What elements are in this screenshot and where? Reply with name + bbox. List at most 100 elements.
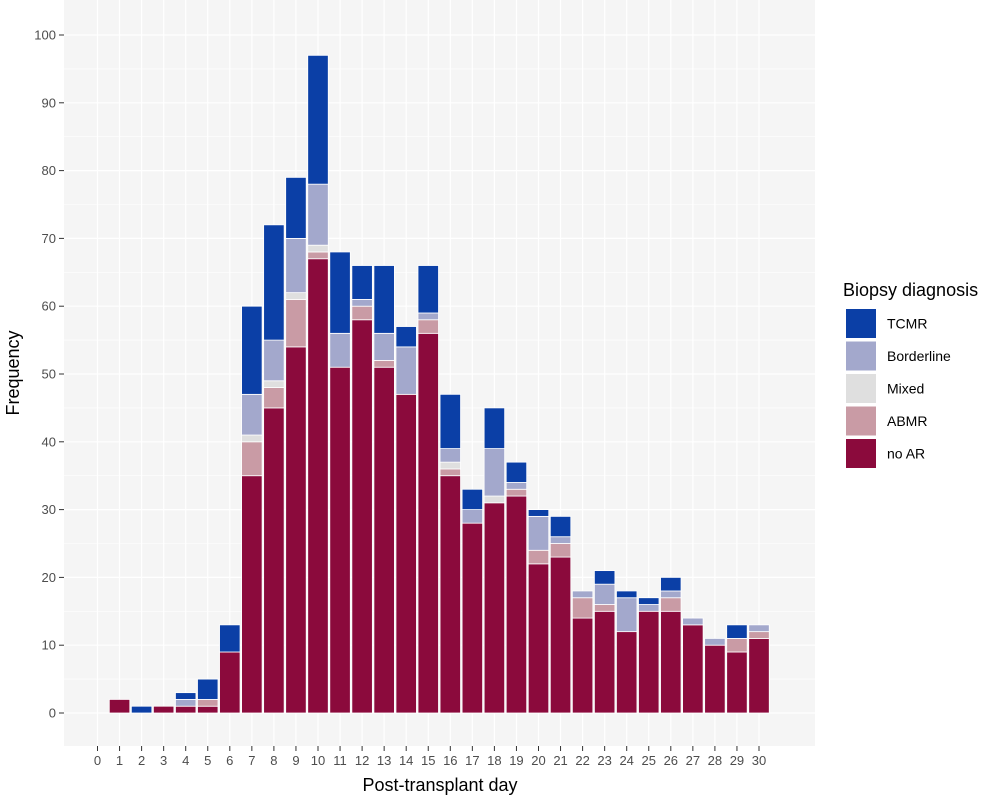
bar-segment-no-ar [704,644,726,714]
y-tick-label: 50 [42,367,56,382]
bar-segment-borderline [660,590,682,599]
bar-segment-borderline [461,509,484,524]
legend-label: Borderline [887,348,951,364]
legend-label: Mixed [887,381,924,397]
legend-key-mixed [846,374,876,403]
bar-segment-borderline [594,583,616,605]
bar-segment-tcmr [549,515,572,538]
x-tick-label: 21 [553,753,567,768]
bar-segment-abmr [307,251,329,260]
y-tick-label: 90 [42,95,56,110]
bar-segment-tcmr [307,54,329,185]
bar-segment-no-ar [616,631,638,714]
bar-segment-no-ar [395,393,417,714]
bar-segment-borderline [241,393,263,436]
x-tick-label: 5 [204,753,211,768]
x-tick-label: 28 [708,753,722,768]
legend: Biopsy diagnosis TCMR Borderline Mixed ABMR… [843,280,978,468]
bar-segment-mixed [483,495,506,504]
bar-segment-mixed [307,244,329,253]
x-tick-label: 29 [730,753,744,768]
legend-label: no AR [887,446,925,462]
bar-segment-borderline [748,624,770,633]
bar-segment-no-ar [439,475,461,714]
bar-segment-abmr [351,305,373,321]
bar-segment-tcmr [439,393,461,449]
legend-key-tcmr [846,309,876,338]
bar-segment-tcmr [219,624,241,653]
x-axis: 0 1 2 3 4 5 6 7 8 9 10 11 12 13 14 15 16 17 18 19 20 21 22 23 24… [94,746,766,768]
bar-segment-no-ar [263,407,285,714]
legend-key-no-ar [846,439,876,468]
y-tick-label: 10 [42,638,56,653]
bar-segment-no-ar [373,366,395,714]
y-tick-label: 20 [42,570,56,585]
bar-segment-abmr [241,441,263,477]
x-tick-label: 10 [311,753,325,768]
bar-segment-borderline [307,183,329,246]
x-tick-label: 27 [686,753,700,768]
bar-segment-borderline [351,299,373,307]
bar-segment-tcmr [726,624,748,639]
bar-segment-mixed [285,292,307,300]
x-tick-label: 17 [465,753,479,768]
x-tick-label: 9 [292,753,299,768]
x-tick-label: 14 [399,753,413,768]
bar-segment-no-ar [483,502,506,714]
bar-segment-abmr [726,638,748,653]
bar-segment-no-ar [285,346,307,714]
y-tick-label: 30 [42,502,56,517]
bar-segment-borderline [373,332,395,361]
bar-segment-no-ar [461,522,484,714]
legend-title: Biopsy diagnosis [843,280,978,300]
bars [108,54,770,714]
bar-segment-borderline [263,339,285,382]
bar-segment-borderline [571,590,594,599]
x-tick-label: 13 [377,753,391,768]
bar-segment-tcmr [660,577,682,592]
bar-segment-abmr [505,488,528,497]
x-tick-label: 19 [509,753,523,768]
x-tick-label: 7 [248,753,255,768]
bar-segment-no-ar [571,617,594,714]
y-tick-label: 0 [49,706,56,721]
bar-segment-tcmr [594,570,616,585]
bar-segment-borderline [395,346,417,395]
bar-segment-no-ar [726,651,748,714]
bar-segment-abmr [197,699,219,707]
legend-label: TCMR [887,316,927,332]
bar-segment-borderline [483,448,506,497]
y-tick-label: 80 [42,163,56,178]
bar-segment-tcmr [329,251,351,334]
legend-key-borderline [846,341,876,371]
x-tick-label: 1 [116,753,123,768]
bar-segment-abmr [660,597,682,612]
bar-segment-no-ar [329,366,351,714]
x-tick-label: 12 [355,753,369,768]
bar-segment-tcmr [395,326,417,348]
x-tick-label: 11 [333,753,347,768]
bar-segment-tcmr [263,224,285,341]
bar-segment-no-ar [549,556,572,714]
bar-segment-borderline [638,604,660,612]
bar-segment-no-ar [417,332,439,714]
bar-segment-abmr [373,360,395,368]
y-axis-title: Frequency [3,330,23,415]
x-tick-label: 3 [160,753,167,768]
bar-segment-tcmr [373,265,395,334]
y-tick-label: 100 [34,28,56,43]
bar-segment-no-ar [197,705,219,714]
bar-segment-abmr [549,543,572,558]
x-tick-label: 0 [94,753,101,768]
y-tick-label: 60 [42,299,56,314]
bar-segment-tcmr [483,407,506,449]
bar-segment-borderline [549,536,572,544]
x-tick-label: 30 [752,753,766,768]
bar-segment-no-ar [682,624,704,714]
y-axis: 0 10 20 30 40 50 60 70 80 90 100 [34,28,64,721]
bar-segment-borderline [616,597,638,633]
minor-gridlines [64,68,815,680]
bar-segment-no-ar [307,258,329,714]
bar-segment-abmr [263,387,285,409]
